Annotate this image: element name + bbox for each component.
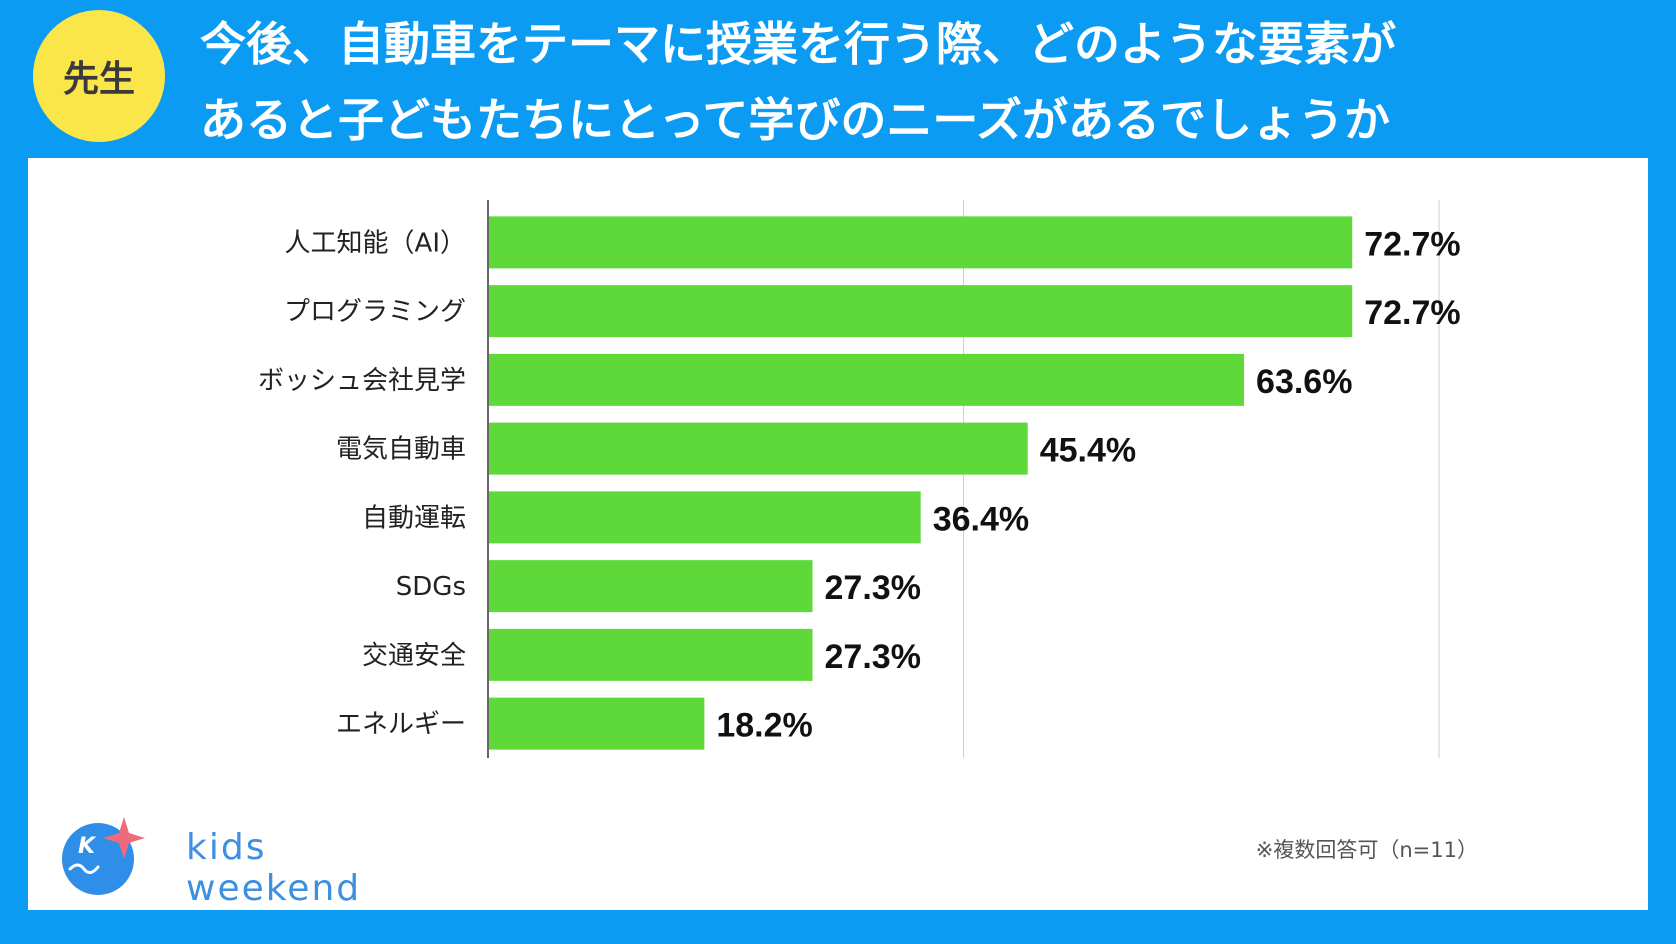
value-label-7: 18.2%	[716, 707, 812, 745]
category-label-6: 交通安全	[362, 641, 466, 671]
value-label-0: 72.7%	[1364, 225, 1460, 263]
value-label-1: 72.7%	[1364, 294, 1460, 332]
bar-chart: 人工知能（AI） 72.7% プログラミング 72.7% ボッシュ会社見学 63.6% 電気…	[258, 200, 1461, 758]
logo-mark-icon: K	[62, 817, 145, 895]
category-label-1: プログラミング	[284, 297, 466, 327]
chart-panel: 人工知能（AI） 72.7% プログラミング 72.7% ボッシュ会社見学 63.6% 電気…	[28, 158, 1648, 910]
bar-6	[489, 628, 813, 681]
logo-mark-letter: K	[78, 834, 97, 859]
category-label-5: SDGs	[396, 572, 466, 602]
footnote: ※複数回答可（n=11）	[1255, 838, 1478, 862]
title-line-1: 今後、自動車をテーマに授業を行う際、どのような要素が	[200, 17, 1396, 71]
category-label-0: 人工知能（AI）	[285, 228, 466, 258]
value-label-5: 27.3%	[825, 569, 921, 607]
value-label-2: 63.6%	[1256, 363, 1352, 401]
teacher-badge: 先生	[33, 10, 165, 142]
bar-2	[489, 353, 1245, 406]
bar-1	[489, 285, 1353, 338]
category-label-4: 自動運転	[362, 503, 466, 533]
value-label-6: 27.3%	[825, 638, 921, 676]
bar-5	[489, 560, 813, 613]
kids-weekend-logo: K kids weekend	[58, 811, 428, 909]
category-label-3: 電気自動車	[336, 435, 466, 465]
value-label-4: 36.4%	[933, 500, 1029, 538]
bar-3	[489, 422, 1028, 475]
bar-0	[489, 216, 1353, 269]
logo-text: kids weekend	[186, 827, 362, 909]
category-label-2: ボッシュ会社見学	[258, 366, 466, 396]
bar-4	[489, 491, 921, 544]
category-label-7: エネルギー	[336, 710, 466, 740]
chart-title: 今後、自動車をテーマに授業を行う際、どのような要素が あると子どもたちにとって学…	[200, 6, 1640, 158]
bar-7	[489, 697, 705, 750]
value-label-3: 45.4%	[1040, 432, 1136, 470]
title-line-2: あると子どもたちにとって学びのニーズがあるでしょうか	[200, 93, 1391, 147]
